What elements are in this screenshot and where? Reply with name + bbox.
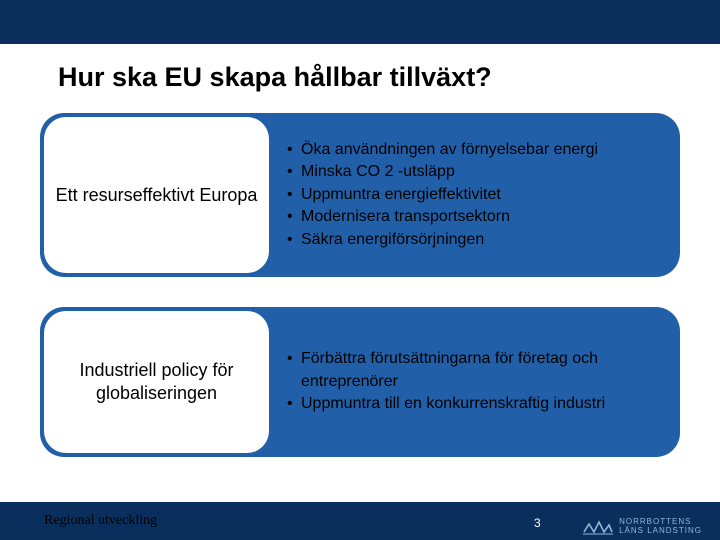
bullet: Minska CO 2 -utsläpp [287, 161, 664, 183]
row-1-label-box: Ett resurseffektivt Europa [44, 117, 269, 273]
bullet: Uppmuntra till en konkurrenskraftig indu… [287, 393, 664, 415]
bullet: Uppmuntra energieffektivitet [287, 184, 664, 206]
bullet: Modernisera transportsektorn [287, 206, 664, 228]
slide-title: Hur ska EU skapa hållbar tillväxt? [0, 44, 720, 93]
top-bar [0, 0, 720, 44]
footer: Regional utveckling 3 NORRBOTTENS LÄNS L… [0, 502, 720, 540]
bullet: Förbättra förutsättningarna för företag … [287, 348, 664, 393]
row-1-label: Ett resurseffektivt Europa [56, 184, 258, 207]
row-2-label: Industriell policy för globaliseringen [54, 359, 259, 404]
slide: Hur ska EU skapa hållbar tillväxt? Ett r… [0, 0, 720, 540]
row-2: Industriell policy för globaliseringen F… [40, 307, 680, 457]
row-1: Ett resurseffektivt Europa Öka användnin… [40, 113, 680, 277]
row-2-label-box: Industriell policy för globaliseringen [44, 311, 269, 453]
footer-logo: NORRBOTTENS LÄNS LANDSTING [583, 518, 702, 536]
content-area: Ett resurseffektivt Europa Öka användnin… [0, 93, 720, 457]
bullet-list-1: Öka användningen av förnyelsebar energi … [287, 139, 664, 251]
bullet-list-2: Förbättra förutsättningarna för företag … [287, 348, 664, 415]
bullet: Säkra energiförsörjningen [287, 229, 664, 251]
logo-line2: LÄNS LANDSTING [619, 527, 702, 536]
row-1-bullets: Öka användningen av förnyelsebar energi … [269, 117, 676, 273]
logo-text: NORRBOTTENS LÄNS LANDSTING [619, 518, 702, 536]
footer-left-text: Regional utveckling [0, 513, 157, 529]
row-2-bullets: Förbättra förutsättningarna för företag … [269, 311, 676, 453]
bullet: Öka användningen av förnyelsebar energi [287, 139, 664, 161]
logo-icon [583, 519, 613, 535]
page-number: 3 [534, 516, 541, 530]
